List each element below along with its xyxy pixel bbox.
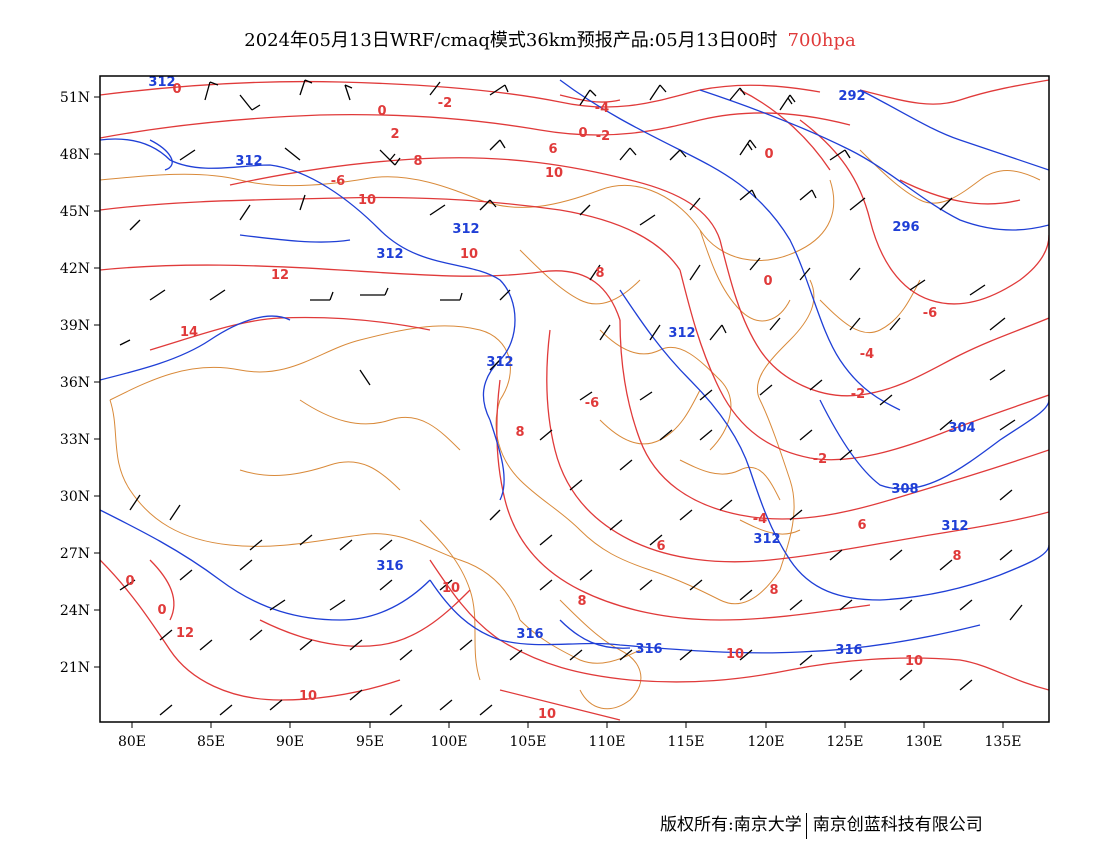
- chart-title: 2024年05月13日WRF/cmaq模式36km预报产品:05月13日00时 7…: [0, 26, 1100, 52]
- contour-label: 308: [891, 482, 918, 497]
- contour-labels: 312 0 -2 -4 292 0 2 0 -2 312 8 6 0 -6 10…: [125, 75, 975, 722]
- contour-label: 8: [413, 154, 422, 169]
- title-level: 700hpa: [787, 30, 856, 51]
- wind-barbs: [119, 79, 1023, 716]
- contour-label: 292: [838, 89, 865, 104]
- lat-tick-label: 33N: [60, 432, 90, 448]
- contour-label: 10: [545, 166, 563, 181]
- title-main: 2024年05月13日WRF/cmaq模式36km预报产品:05月13日00时: [244, 30, 778, 51]
- contour-label: -4: [753, 512, 767, 527]
- contour-label: 312: [941, 519, 968, 534]
- copyright-footer: 版权所有:南京大学 南京创蓝科技有限公司: [660, 810, 983, 839]
- lat-tick-label: 51N: [60, 90, 90, 106]
- contour-label: 0: [125, 574, 134, 589]
- contour-label: 316: [635, 642, 662, 657]
- contour-label: 8: [515, 425, 524, 440]
- contour-label: 10: [358, 193, 376, 208]
- temperature-contours: [100, 79, 1049, 721]
- contour-label: 10: [442, 581, 460, 596]
- contour-label: 8: [769, 583, 778, 598]
- contour-label: 312: [376, 247, 403, 262]
- lat-tick-label: 36N: [60, 375, 90, 391]
- contour-label: 312: [753, 532, 780, 547]
- contour-label: 10: [460, 247, 478, 262]
- latitude-axis: 51N 48N 45N 42N 39N 36N 33N 30N 27N 24N …: [60, 90, 90, 676]
- contour-label: 6: [656, 539, 665, 554]
- contour-label: 10: [538, 707, 556, 722]
- contour-label: 312: [452, 222, 479, 237]
- lon-tick-label: 100E: [431, 734, 468, 750]
- copyright-text: 版权所有:南京大学: [660, 815, 802, 835]
- contour-label: -2: [851, 387, 865, 402]
- contour-label: 12: [176, 626, 194, 641]
- contour-label: 312: [486, 355, 513, 370]
- lon-tick-label: 125E: [827, 734, 864, 750]
- geopotential-contours: [100, 79, 1049, 654]
- lon-tick-label: 95E: [356, 734, 384, 750]
- lat-tick-label: 48N: [60, 147, 90, 163]
- contour-label: -2: [438, 96, 452, 111]
- lat-tick-label: 24N: [60, 603, 90, 619]
- longitude-ticks: [131, 722, 1004, 728]
- contour-label: 312: [668, 326, 695, 341]
- lon-tick-label: 130E: [906, 734, 943, 750]
- contour-label: 316: [835, 643, 862, 658]
- lat-tick-label: 27N: [60, 546, 90, 562]
- contour-label: 0: [764, 147, 773, 162]
- lon-tick-label: 120E: [748, 734, 785, 750]
- contour-label: 0: [172, 82, 181, 97]
- contour-label: 304: [948, 421, 975, 436]
- contour-label: 316: [376, 559, 403, 574]
- contour-label: 14: [180, 325, 198, 340]
- contour-label: -6: [585, 396, 599, 411]
- contour-label: 6: [857, 518, 866, 533]
- contour-label: -6: [331, 174, 345, 189]
- lat-tick-label: 39N: [60, 318, 90, 334]
- contour-label: 12: [271, 268, 289, 283]
- contour-label: 0: [157, 603, 166, 618]
- latitude-ticks: [94, 96, 100, 668]
- contour-label: 2: [390, 127, 399, 142]
- lon-tick-label: 135E: [985, 734, 1022, 750]
- contour-label: 8: [577, 594, 586, 609]
- lat-tick-label: 30N: [60, 489, 90, 505]
- contour-label: -4: [860, 347, 874, 362]
- lat-tick-label: 42N: [60, 261, 90, 277]
- contour-label: 10: [299, 689, 317, 704]
- contour-label: 10: [726, 647, 744, 662]
- contour-label: 10: [905, 654, 923, 669]
- lon-tick-label: 110E: [589, 734, 626, 750]
- footer-divider: [805, 812, 807, 839]
- lon-tick-label: 105E: [510, 734, 547, 750]
- boundary-lines: [100, 149, 1041, 710]
- contour-label: 316: [516, 627, 543, 642]
- lat-tick-label: 21N: [60, 660, 90, 676]
- contour-label: 6: [548, 142, 557, 157]
- lat-tick-label: 45N: [60, 204, 90, 220]
- plot-frame: [99, 75, 1050, 723]
- plot-background: [100, 76, 1049, 722]
- contour-label: 296: [892, 220, 919, 235]
- contour-label: 8: [952, 549, 961, 564]
- contour-label: 0: [763, 274, 772, 289]
- contour-label: -6: [923, 306, 937, 321]
- lon-tick-label: 115E: [668, 734, 705, 750]
- contour-label: 0: [377, 104, 386, 119]
- contour-label: -2: [813, 452, 827, 467]
- contour-label: 8: [595, 266, 604, 281]
- longitude-axis: 80E 85E 90E 95E 100E 105E 110E 115E 120E…: [118, 734, 1022, 750]
- company-name: 南京创蓝科技有限公司: [812, 815, 983, 835]
- contour-label: -4: [595, 101, 609, 116]
- lon-tick-label: 85E: [197, 734, 225, 750]
- contour-label: -2: [596, 129, 610, 144]
- contour-label: 312: [235, 154, 262, 169]
- lon-tick-label: 80E: [118, 734, 146, 750]
- contour-label: 312: [148, 75, 175, 90]
- lon-tick-label: 90E: [276, 734, 304, 750]
- contour-label: 0: [578, 126, 587, 141]
